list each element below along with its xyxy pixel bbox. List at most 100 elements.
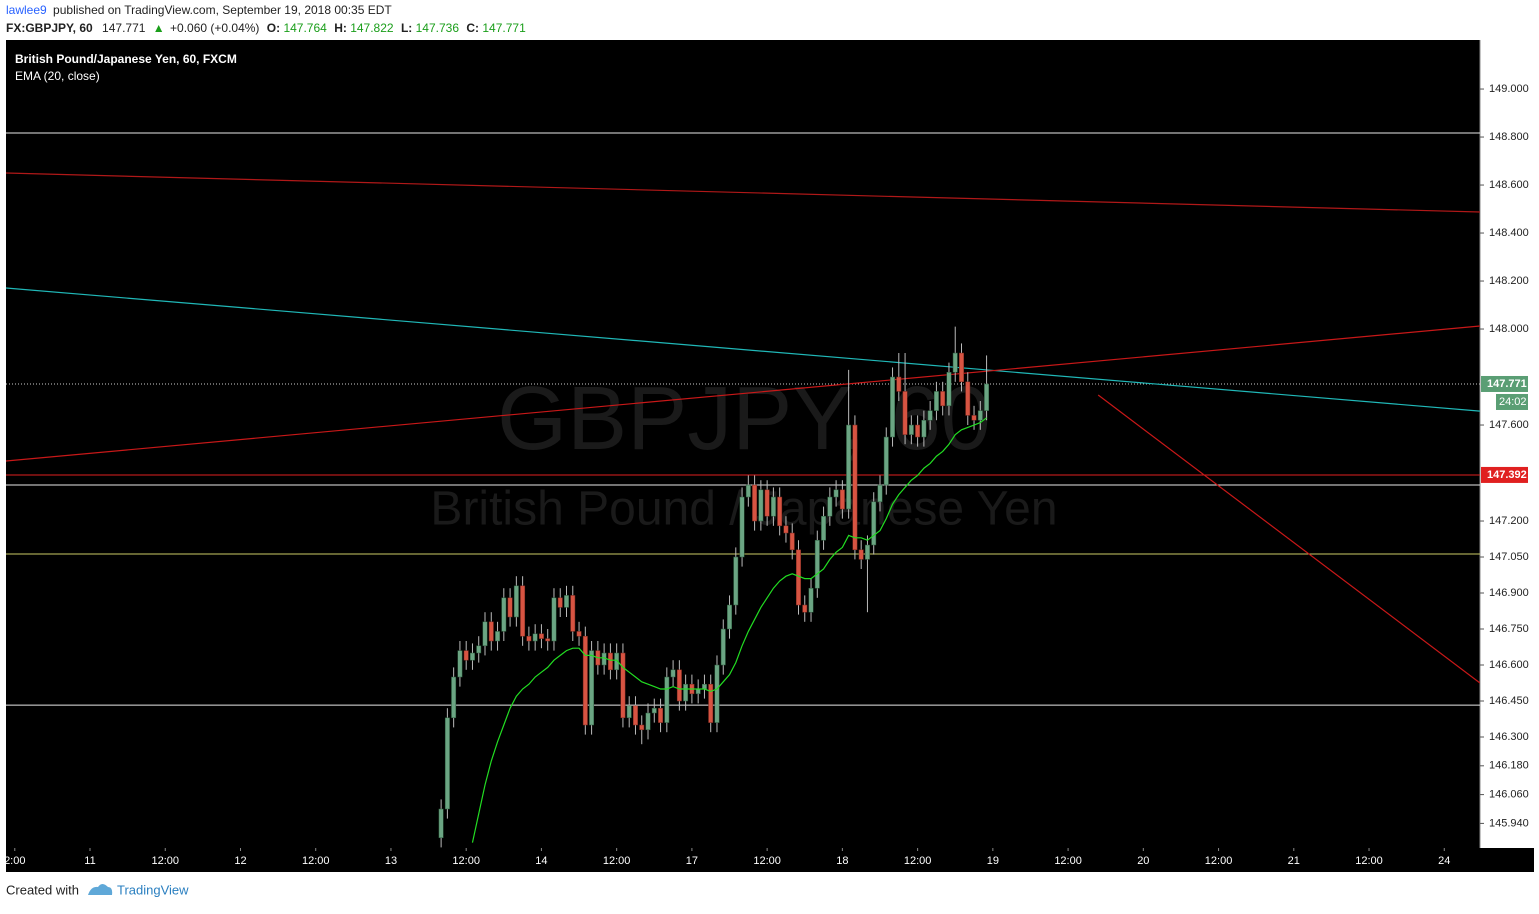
y-tick-label: 148.600 xyxy=(1489,179,1529,191)
candle-body xyxy=(789,532,795,551)
candle-body xyxy=(777,496,783,527)
candle-body xyxy=(626,705,632,719)
x-tick-label: 12:00 xyxy=(452,855,480,867)
y-tick-label: 147.050 xyxy=(1489,551,1529,563)
candle-body xyxy=(915,424,921,438)
y-tick-label: 147.600 xyxy=(1489,419,1529,431)
price-tag xyxy=(1481,466,1528,483)
candle-body xyxy=(783,525,789,534)
candle-body xyxy=(507,597,513,618)
candle-body xyxy=(695,688,701,695)
price-tag-label: 147.771 xyxy=(1487,378,1527,390)
header-line: lawlee9 published on TradingView.com, Se… xyxy=(6,3,392,17)
footer: Created with TradingView xyxy=(6,882,189,897)
candle-body xyxy=(984,383,990,411)
watermark: GBPJPY, 60 xyxy=(497,369,991,469)
user[interactable]: lawlee9 xyxy=(6,3,47,17)
candle-body xyxy=(865,544,870,560)
candle-body xyxy=(871,501,877,546)
y-tick-label: 146.060 xyxy=(1489,789,1529,801)
candle-body xyxy=(965,381,971,416)
candle-body xyxy=(620,652,626,719)
y-tick-label: 147.200 xyxy=(1489,515,1529,527)
candle-body xyxy=(457,650,463,678)
x-tick-label: 13 xyxy=(385,855,397,867)
x-tick-label: 12:00 xyxy=(603,855,631,867)
candle-body xyxy=(557,597,563,608)
x-tick-label: 12:00 xyxy=(302,855,330,867)
trend-line xyxy=(6,287,1480,412)
candle-body xyxy=(770,496,776,517)
trend-line xyxy=(1097,394,1480,684)
c: 147.771 xyxy=(482,21,526,35)
candle-body xyxy=(651,707,657,714)
x-tick-label: 12:00 xyxy=(904,855,932,867)
y-tick-label: 146.300 xyxy=(1489,731,1529,743)
candle-body xyxy=(758,489,764,522)
published: published on TradingView.com, September … xyxy=(53,3,392,17)
candle-body xyxy=(538,633,544,639)
change: +0.060 (+0.04%) xyxy=(170,21,259,35)
x-tick-label: 14 xyxy=(535,855,547,867)
x-tick-label: 21 xyxy=(1288,855,1300,867)
x-tick-label: 19 xyxy=(987,855,999,867)
candle-body xyxy=(633,705,638,726)
x-tick-label: 12:00 xyxy=(753,855,781,867)
candle-body xyxy=(683,683,689,702)
y-tick-label: 148.200 xyxy=(1489,275,1529,287)
ema-line xyxy=(471,417,987,843)
y-tick-label: 146.750 xyxy=(1489,623,1529,635)
candle-body xyxy=(927,410,933,421)
c-label: C: xyxy=(466,21,479,35)
l: 147.736 xyxy=(416,21,460,35)
candle-body xyxy=(714,664,720,723)
y-tick-label: 148.800 xyxy=(1489,131,1529,143)
candle-body xyxy=(877,484,883,503)
candle-body xyxy=(764,489,770,517)
candle-body xyxy=(670,669,676,678)
countdown: 24:02 xyxy=(1499,396,1527,408)
y-tick-label: 148.400 xyxy=(1489,227,1529,239)
x-tick-label: 11 xyxy=(84,855,95,867)
o: 147.764 xyxy=(283,21,327,35)
candle-body xyxy=(890,376,895,438)
x-tick-label: 12:00 xyxy=(1205,855,1233,867)
candle-body xyxy=(739,496,745,558)
candle-body xyxy=(614,652,620,671)
candle-body xyxy=(727,604,732,630)
chart-title: British Pound/Japanese Yen, 60, FXCM xyxy=(15,52,237,66)
candle-body xyxy=(476,645,482,654)
candle-body xyxy=(745,484,751,498)
x-tick-label: 20 xyxy=(1137,855,1149,867)
arrow: ▲ xyxy=(153,21,165,35)
candle-body xyxy=(833,489,839,498)
y-tick-label: 146.900 xyxy=(1489,587,1529,599)
y-tick-label: 146.600 xyxy=(1489,659,1529,671)
candle-body xyxy=(827,496,833,517)
candle-body xyxy=(802,604,808,613)
candle-body xyxy=(444,717,450,810)
y-tick-label: 149.000 xyxy=(1489,83,1529,95)
candle-body xyxy=(513,585,519,618)
indicator-label: EMA (20, close) xyxy=(15,69,100,83)
candle-body xyxy=(645,712,651,731)
candle-body xyxy=(908,424,914,435)
brand[interactable]: TradingView xyxy=(117,882,189,897)
candle-body xyxy=(883,436,889,486)
y-tick-label: 145.940 xyxy=(1489,817,1529,829)
candle-body xyxy=(664,676,670,723)
candle-body xyxy=(676,669,682,702)
candle-body xyxy=(952,352,958,373)
logo xyxy=(88,884,113,895)
candle-body xyxy=(921,419,927,438)
candle-body xyxy=(545,638,551,642)
candle-body xyxy=(570,595,576,632)
candle-body xyxy=(971,415,977,421)
price-tag-label: 147.392 xyxy=(1487,469,1527,481)
x-tick-label: 17 xyxy=(686,855,698,867)
trend-line xyxy=(6,172,1480,213)
candle-body xyxy=(846,424,852,510)
candle-body xyxy=(808,587,814,613)
ohlc-line: FX:GBPJPY, 60 147.771 ▲ +0.060 (+0.04%) … xyxy=(6,21,526,35)
candle-body xyxy=(463,650,469,661)
